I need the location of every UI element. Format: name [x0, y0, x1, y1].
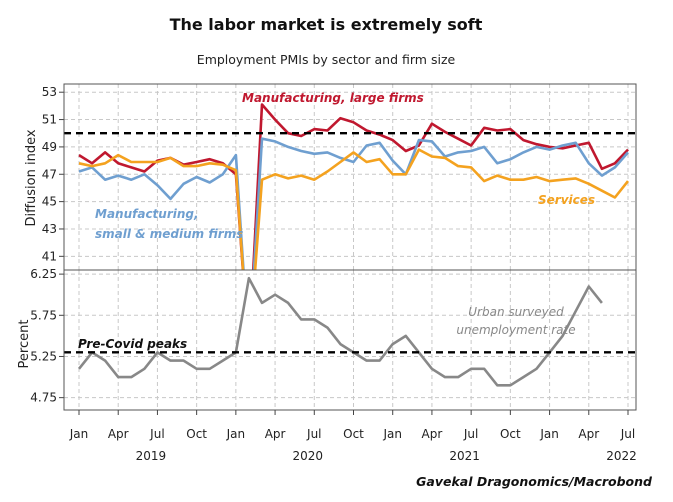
pmi-panel: 41 43 45 47 49 51 53: [42, 83, 637, 271]
x-tick-label: Jan: [539, 427, 559, 441]
mfg-sme-annotation-line1: Manufacturing,: [95, 207, 199, 221]
pmi-y-axis-label: Diffusion index: [24, 129, 39, 226]
mfg-large-annotation: Manufacturing, large firms: [242, 91, 424, 105]
x-year-label: 2022: [606, 449, 637, 463]
pmi-y-tick-label: 51: [42, 113, 57, 127]
x-year-label: 2020: [292, 449, 323, 463]
pmi-series-manufacturing-small-medium-firms: [78, 137, 629, 270]
unemployment-y-tick-label: 5.75: [30, 308, 57, 322]
urban-annotation-line2: unemployment rate: [456, 323, 575, 337]
pmi-y-tick-label: 49: [42, 140, 57, 154]
chart-subtitle: Employment PMIs by sector and firm size: [197, 52, 456, 67]
x-tick-label: Jan: [382, 427, 402, 441]
x-tick-label: Oct: [186, 427, 207, 441]
pmi-y-tick-label: 41: [42, 249, 57, 263]
chart-title: The labor market is extremely soft: [170, 15, 483, 34]
x-axis: Jan Apr Jul Oct Jan Apr Jul Oct Jan Apr Jul Oct Jan A…: [69, 410, 637, 463]
pmi-y-tick-label: 45: [42, 195, 57, 209]
x-tick-label: Jul: [463, 427, 478, 441]
unemployment-y-tick-label: 5.25: [30, 349, 57, 363]
pmi-y-tick-label: 43: [42, 222, 57, 236]
pmi-series-services: [78, 148, 630, 270]
x-tick-label: Jul: [620, 427, 635, 441]
unemployment-y-tick-label: 6.25: [30, 267, 57, 281]
pmi-y-tick-label: 47: [42, 167, 57, 181]
x-tick-label: Apr: [422, 427, 443, 441]
urban-annotation-line1: Urban surveyed: [468, 305, 564, 319]
x-tick-label: Oct: [500, 427, 521, 441]
pre-covid-annotation: Pre-Covid peaks: [78, 337, 187, 351]
pmi-y-tick-label: 53: [42, 85, 57, 99]
x-year-label: 2019: [136, 449, 167, 463]
services-annotation: Services: [538, 193, 595, 207]
x-tick-label: Jan: [69, 427, 89, 441]
source-note: Gavekal Dragonomics/Macrobond: [416, 474, 653, 489]
unemployment-y-tick-label: 4.75: [30, 391, 57, 405]
x-tick-label: Jul: [306, 427, 321, 441]
unemployment-series-urban-surveyed-unemployment-rate: [77, 276, 603, 387]
x-tick-label: Jan: [226, 427, 246, 441]
x-tick-label: Apr: [108, 427, 129, 441]
mfg-sme-annotation-line2: small & medium firms: [95, 227, 243, 241]
x-year-label: 2021: [449, 449, 480, 463]
pmi-frame: [63, 83, 637, 271]
x-tick-label: Oct: [343, 427, 364, 441]
unemployment-gridlines: [64, 270, 636, 410]
unemployment-panel: 4.75 5.25 5.75 6.25: [30, 267, 637, 411]
x-tick-label: Apr: [265, 427, 286, 441]
unemployment-y-axis-label: Percent: [17, 320, 32, 369]
x-tick-label: Jul: [149, 427, 164, 441]
pmi-gridlines: [64, 84, 636, 270]
x-tick-label: Apr: [578, 427, 599, 441]
unemployment-frame: [63, 269, 637, 411]
